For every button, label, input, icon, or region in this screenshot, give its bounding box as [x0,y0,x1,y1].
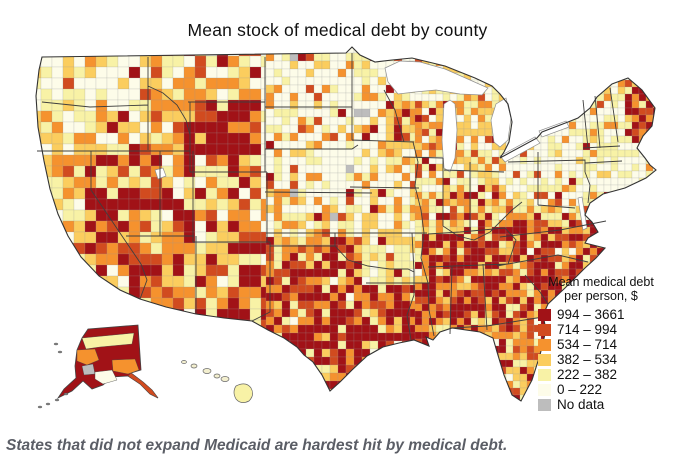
alaska-inset [37,324,159,409]
legend-item: No data [528,397,674,412]
map-title: Mean stock of medical debt by county [187,20,488,40]
legend-item: 534 – 714 [528,337,674,352]
legend-rows: 994 – 3661 714 – 994 534 – 714 382 – 534 222… [528,307,674,412]
legend-item: 0 – 222 [528,382,674,397]
legend-item: 222 – 382 [528,367,674,382]
legend-label: No data [557,397,605,412]
legend-title-line2: per person, $ [564,288,638,303]
legend-title: Mean medical debt per person, $ [528,275,674,303]
legend-label: 222 – 382 [557,367,618,382]
great-lakes [154,60,588,231]
legend-swatch [538,353,551,366]
mainland-outline [35,46,657,402]
legend-item: 382 – 534 [528,352,674,367]
state-borders [37,53,623,341]
legend-swatch [538,383,551,396]
legend-item: 714 – 994 [528,322,674,337]
hawaii-inset [181,360,253,403]
legend-label: 0 – 222 [557,382,603,397]
legend-label: 714 – 994 [557,322,618,337]
legend-swatch [538,308,551,321]
legend-label: 534 – 714 [557,337,618,352]
caption: States that did not expand Medicaid are … [6,437,508,454]
legend: Mean medical debt per person, $ 994 – 36… [528,275,674,412]
legend-swatch [538,323,551,336]
legend-label: 382 – 534 [557,352,618,367]
legend-swatch [538,368,551,381]
legend-item: 994 – 3661 [528,307,674,322]
legend-swatch [538,398,551,411]
legend-title-line1: Mean medical debt [548,275,654,289]
legend-swatch [538,338,551,351]
legend-label: 994 – 3661 [557,307,625,322]
